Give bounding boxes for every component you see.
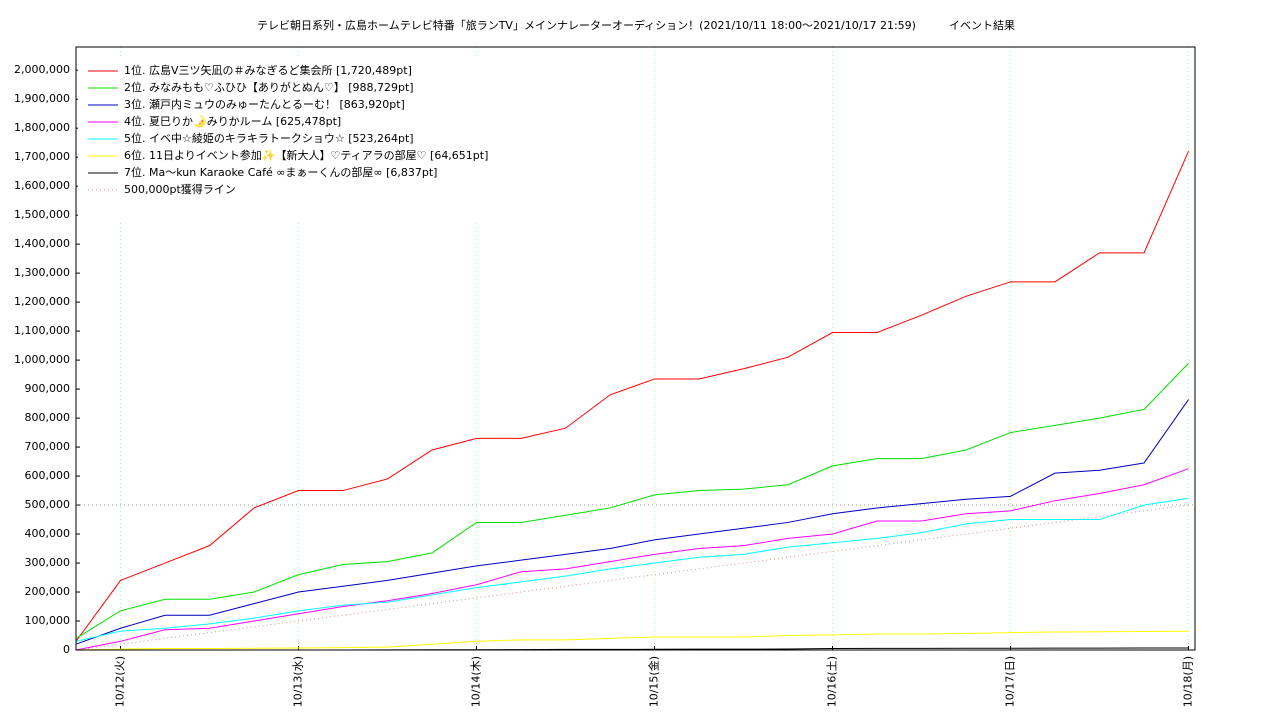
y-tick-label: 1,000,000	[14, 353, 70, 366]
series-line	[75, 399, 1189, 645]
series-line	[75, 630, 1189, 651]
y-tick-label: 800,000	[25, 411, 71, 424]
series-line	[75, 497, 1189, 642]
series-line	[75, 363, 1189, 639]
y-tick-label: 100,000	[25, 614, 71, 627]
y-tick-label: 1,400,000	[14, 237, 70, 250]
y-tick-label: 1,500,000	[14, 208, 70, 221]
x-tick-label: 10/17(日)	[1004, 656, 1017, 707]
y-tick-label: 400,000	[25, 527, 71, 540]
y-tick-label: 2,000,000	[14, 63, 70, 76]
y-tick-label: 1,200,000	[14, 295, 70, 308]
chart-title: テレビ朝日系列・広島ホームテレビ特番「旅ランTV」メインナレーターオーディション…	[257, 18, 1015, 32]
legend-box	[78, 56, 515, 222]
series-line	[75, 504, 1189, 651]
legend-label: 4位. 夏巳りか🌛みりかルーム [625,478pt]	[124, 114, 341, 128]
y-tick-label: 1,600,000	[14, 179, 70, 192]
x-tick-label: 10/12(火)	[114, 656, 127, 707]
x-tick-label: 10/14(木)	[470, 656, 483, 707]
y-tick-label: 1,800,000	[14, 121, 70, 134]
legend-label: 500,000pt獲得ライン	[124, 183, 236, 196]
legend-label: 1位. 広島V三ツ矢凪の＃みなぎるど集会所 [1,720,489pt]	[124, 63, 412, 77]
y-tick-label: 1,100,000	[14, 324, 70, 337]
y-tick-label: 300,000	[25, 556, 71, 569]
plot-frame	[75, 46, 1196, 651]
legend-label: 3位. 瀬戸内ミュウのみゅーたんとるーむ！ [863,920pt]	[124, 97, 405, 111]
y-tick-label: 1,700,000	[14, 150, 70, 163]
x-tick-label: 10/16(土)	[826, 656, 839, 707]
y-tick-label: 900,000	[25, 382, 71, 395]
legend-label: 2位. みなみもも♡ふひひ【ありがとぬん♡】 [988,729pt]	[124, 80, 414, 94]
y-tick-label: 0	[63, 643, 70, 656]
y-tick-label: 500,000	[25, 498, 71, 511]
x-tick-label: 10/13(水)	[292, 656, 305, 707]
legend-label: 7位. Ma〜kun Karaoke Café ∞まぁーくんの部屋∞ [6,83…	[124, 165, 437, 179]
legend-label: 6位. 11日よりイベント参加✨【新大人】♡ティアラの部屋♡ [64,651pt…	[124, 148, 488, 162]
y-tick-label: 1,300,000	[14, 266, 70, 279]
series-line	[75, 151, 1189, 642]
y-tick-label: 1,900,000	[14, 92, 70, 105]
x-tick-label: 10/18(月)	[1182, 656, 1195, 707]
y-tick-label: 600,000	[25, 469, 71, 482]
y-tick-label: 200,000	[25, 585, 71, 598]
x-tick-label: 10/15(金)	[647, 656, 661, 707]
y-tick-label: 700,000	[25, 440, 71, 453]
legend-label: 5位. イベ中☆綾姫のキラキラトークショウ☆ [523,264pt]	[124, 131, 414, 145]
series-line	[75, 468, 1189, 651]
